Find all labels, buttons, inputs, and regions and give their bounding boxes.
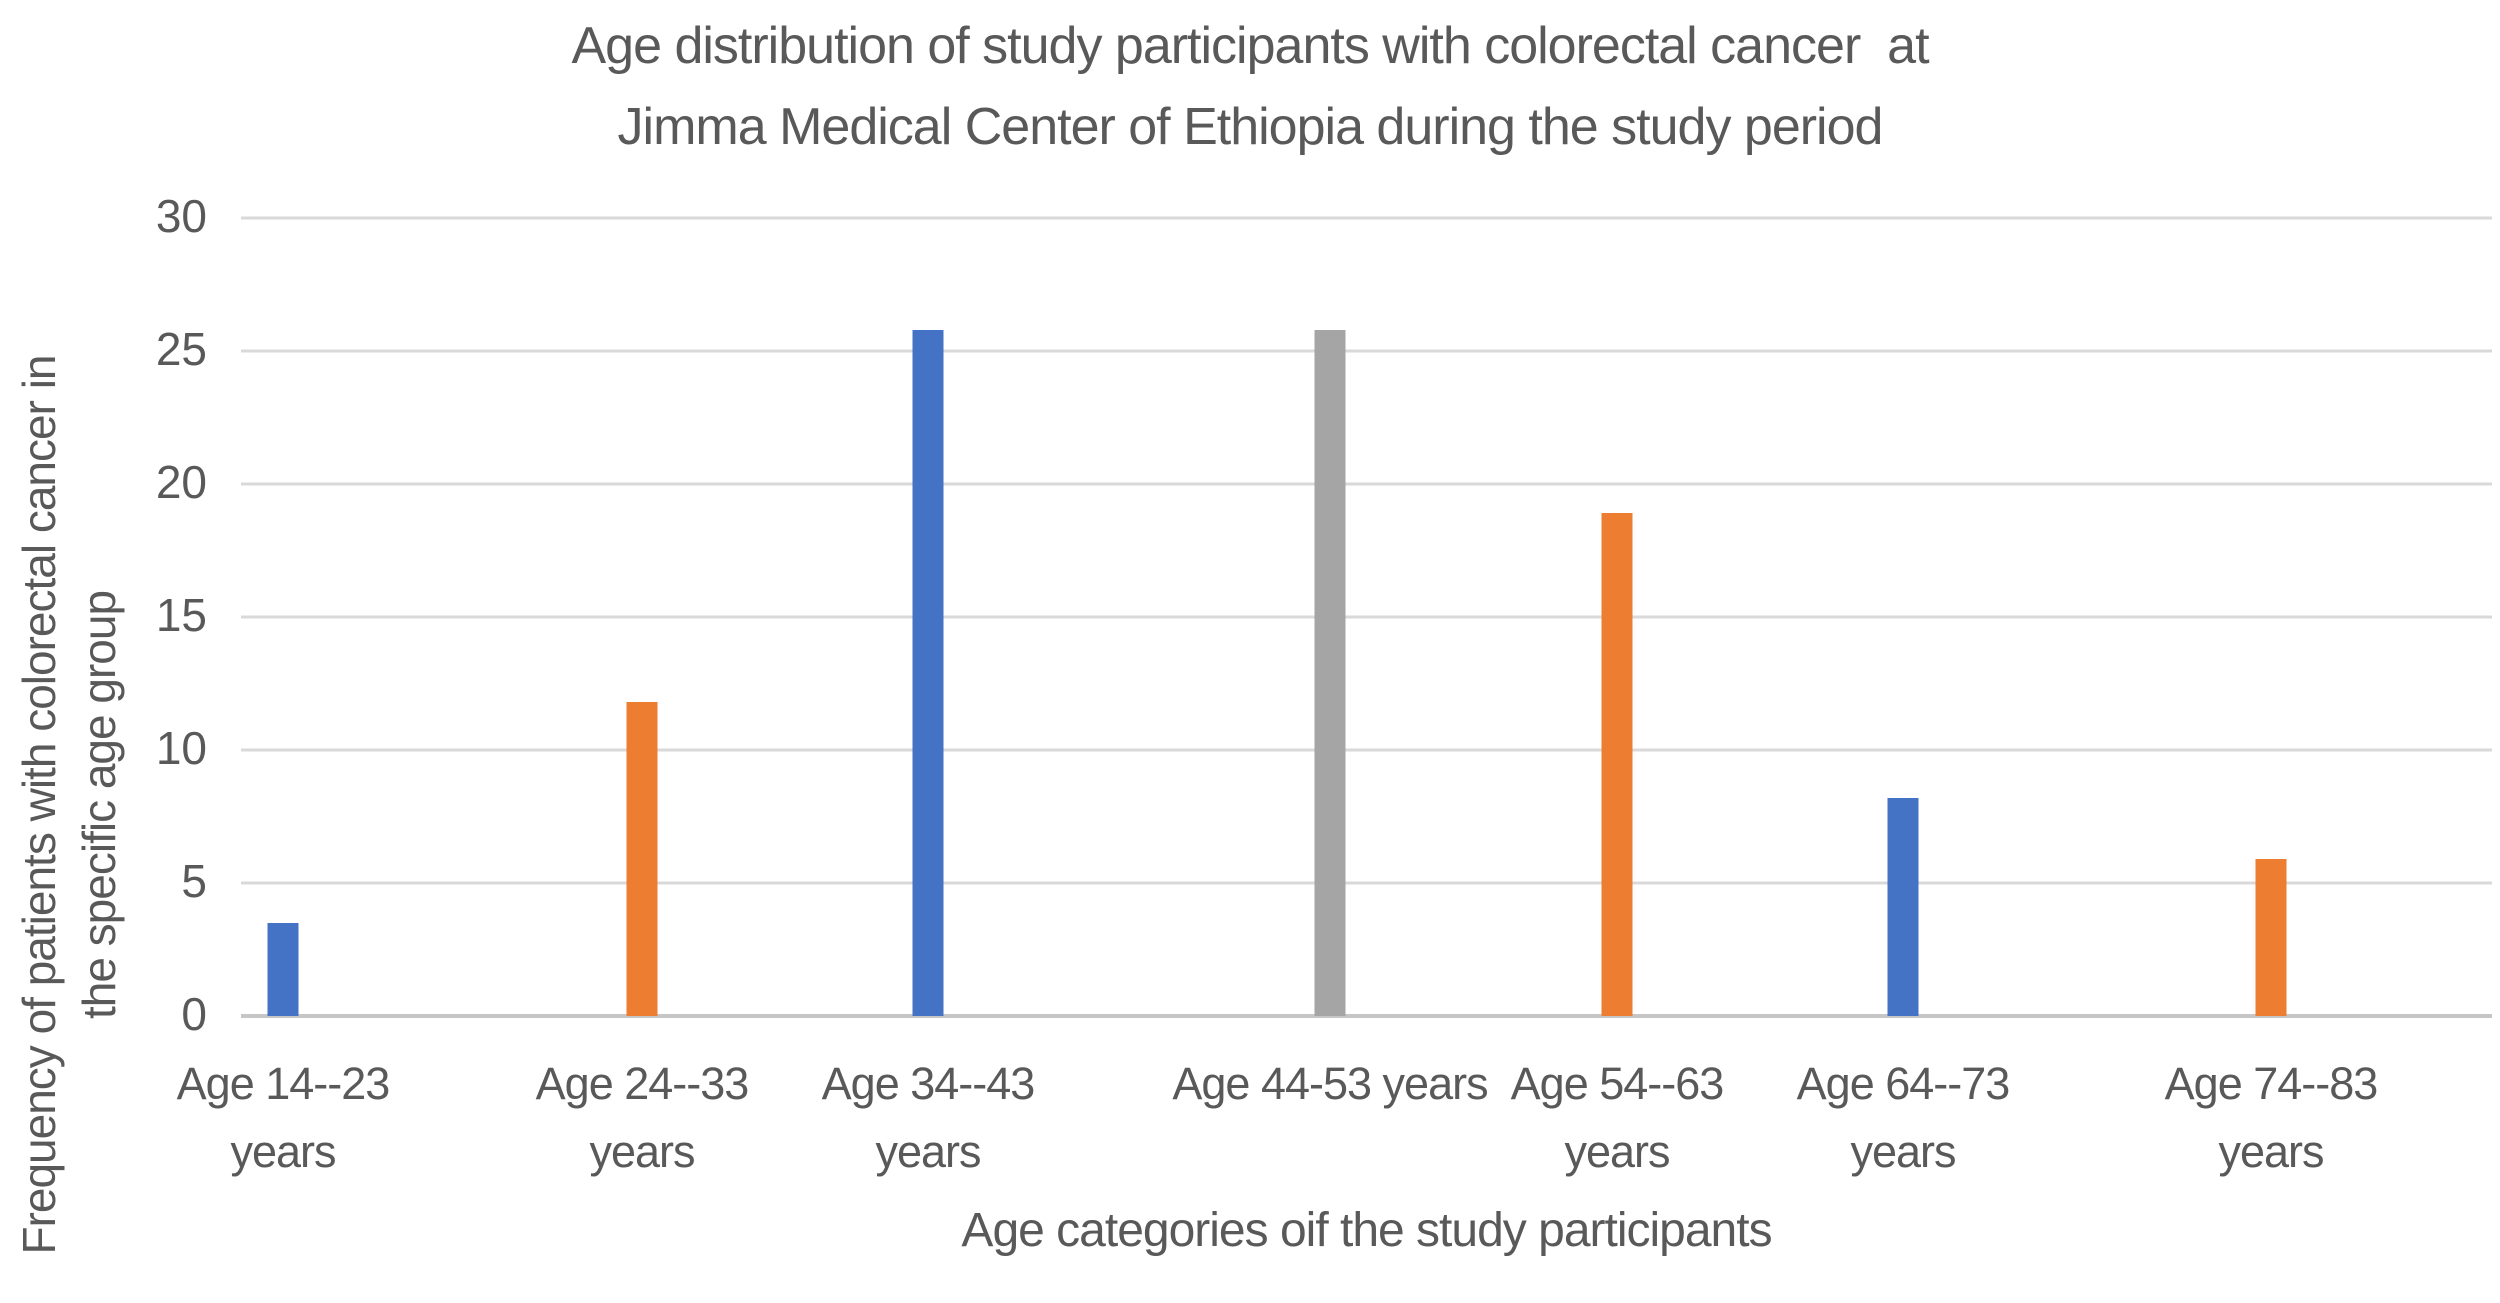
x-category-label: Age 54--63 years	[1510, 1058, 1725, 1177]
y-tick-label: 10	[155, 721, 207, 774]
bar-age-64-73	[1887, 797, 1919, 1016]
y-tick-label: 20	[155, 455, 207, 508]
y-tick-label: 15	[155, 588, 207, 641]
x-category-label: Age 34--43 years	[821, 1058, 1036, 1177]
y-tick-label: 0	[181, 987, 207, 1040]
chart-title: Age distribution of study participants w…	[571, 17, 1929, 156]
x-axis-title: Age categories oif the study participant…	[961, 1204, 1772, 1257]
bar-age-24-33	[626, 702, 658, 1016]
bar-age-44-53	[1314, 329, 1346, 1016]
plot-area: 30 25 20 15 10 5 0 Age 14--23 years Age …	[156, 190, 2492, 1257]
gridline-25	[241, 349, 2492, 353]
x-axis-line	[241, 1014, 2492, 1018]
x-category-label: Age 44-53 years	[1172, 1058, 1488, 1109]
bar-age-34-43	[912, 329, 944, 1016]
y-tick-label: 5	[181, 854, 207, 907]
y-tick-label: 25	[155, 322, 207, 375]
x-category-label: Age 74--83 years	[2164, 1058, 2379, 1177]
gridline-30	[241, 216, 2492, 220]
y-tick-label: 30	[155, 189, 207, 242]
gridline-20	[241, 482, 2492, 486]
gridline-5	[241, 881, 2492, 885]
x-category-label: Age 24--33 years	[535, 1058, 750, 1177]
gridline-15	[241, 615, 2492, 619]
bar-age-74-83	[2255, 859, 2287, 1016]
bar-age-54-63	[1601, 513, 1633, 1016]
x-category-label: Age 64--73 years	[1796, 1058, 2011, 1177]
gridline-10	[241, 748, 2492, 752]
bar-age-14-23	[267, 922, 299, 1016]
x-category-label: Age 14--23 years	[176, 1058, 391, 1177]
